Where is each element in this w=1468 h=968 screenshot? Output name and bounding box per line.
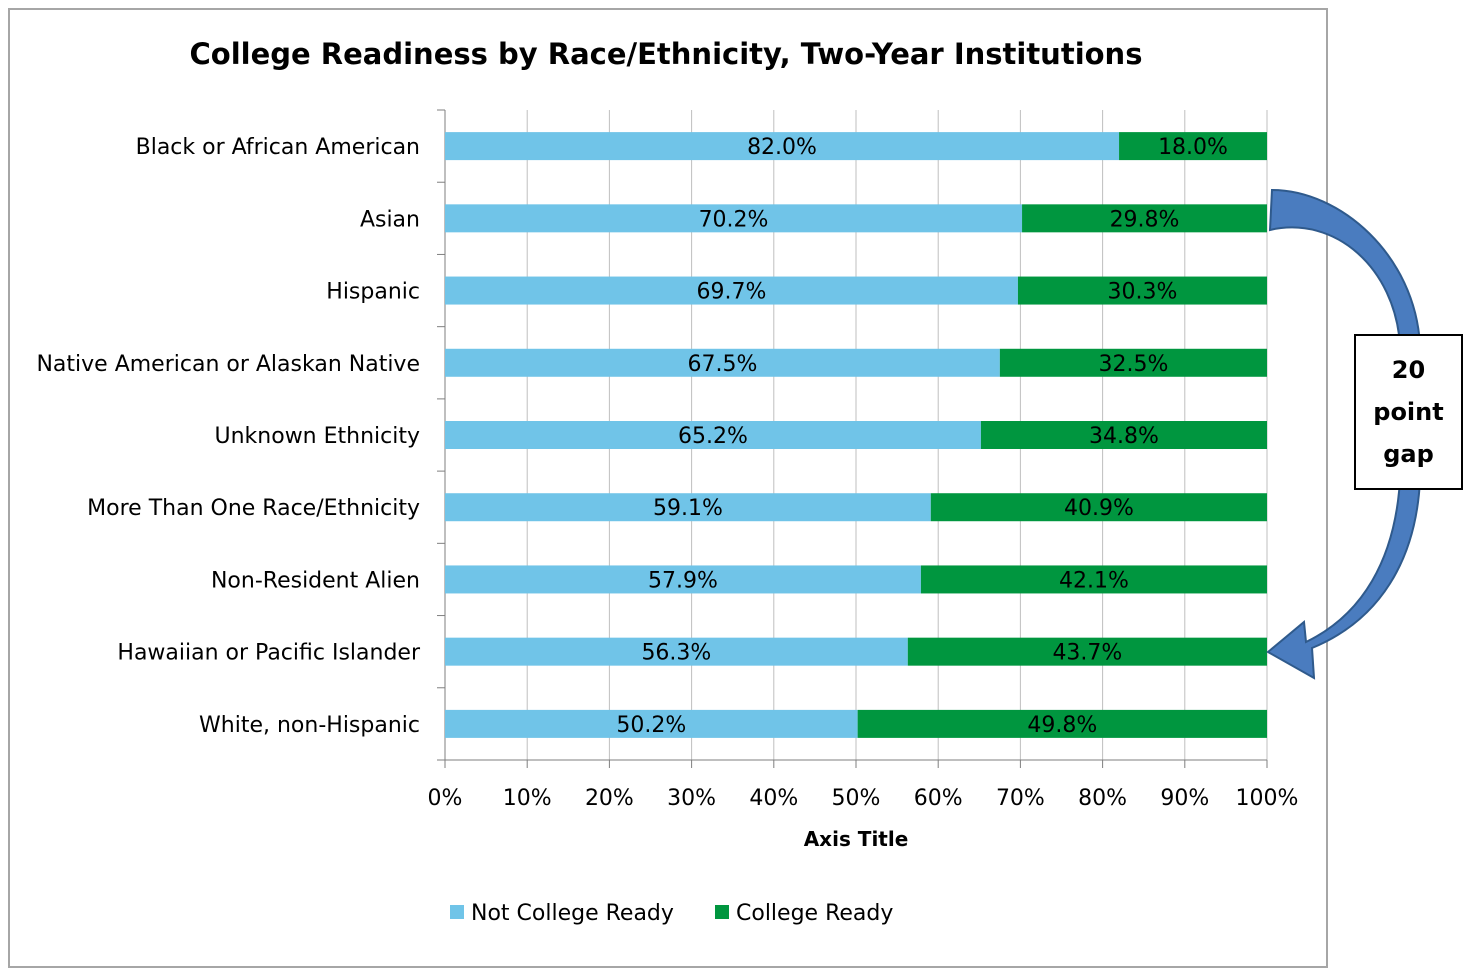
bar-data-label: 32.5% [1098,352,1168,377]
bar-data-label: 65.2% [678,424,748,449]
category-label: Unknown Ethnicity [215,424,421,449]
bar-not-college-ready [445,132,1120,161]
x-tick-label: 90% [1160,786,1209,811]
x-tick-label: 80% [1078,786,1127,811]
x-tick-label: 100% [1236,786,1299,811]
bar-not-college-ready [445,493,931,522]
bar-not-college-ready [445,421,981,449]
bar-not-college-ready [445,565,921,594]
bar-college-ready [1017,276,1267,305]
bar-data-label: 34.8% [1089,424,1159,449]
x-tick-label: 10% [503,786,552,811]
x-tick-label: 30% [667,786,716,811]
chart-frame [8,8,1328,968]
gap-annotation-line: 20 [1391,356,1426,384]
legend-swatch-not-college-ready [450,905,464,919]
bar-college-ready [920,565,1267,594]
legend-label: Not College Ready [471,901,674,926]
legend-swatch-college-ready [715,905,729,919]
bar-data-label: 30.3% [1108,280,1178,305]
bar-data-label: 57.9% [648,568,718,593]
bar-data-label: 82.0% [747,135,817,160]
bar-college-ready [1022,204,1267,233]
bar-college-ready [907,637,1267,666]
x-tick-label: 50% [832,786,881,811]
bar-data-label: 67.5% [687,352,757,377]
x-axis-title: Axis Title [804,827,909,851]
bar-data-label: 49.8% [1027,713,1097,738]
bar-data-label: 69.7% [697,280,767,305]
category-labels: Black or African American Asian Hispanic Na… [36,135,420,738]
bar-data-label: 50.2% [616,713,686,738]
bar-not-college-ready [445,276,1018,305]
x-tick-label: 60% [914,786,963,811]
gap-annotation-line: point [1373,398,1444,426]
bar-college-ready [930,493,1267,522]
bar-not-college-ready [445,204,1023,233]
legend-label: College Ready [736,901,893,926]
category-label: Hawaiian or Pacific Islander [117,641,421,666]
category-label: Native American or Alaskan Native [36,352,420,377]
gap-annotation-box: 20 point gap [1354,334,1463,490]
chart-svg: College Readiness by Race/Ethnicity, Two… [36,37,1421,926]
x-tick-label: 0% [428,786,463,811]
x-tick-label: 70% [996,786,1045,811]
bar-data-label: 42.1% [1059,568,1129,593]
category-label: Non-Resident Alien [211,568,420,593]
x-tick-label: 20% [585,786,634,811]
legend: Not College Ready College Ready [450,901,893,926]
bar-not-college-ready [445,709,858,738]
category-label: Asian [360,207,420,232]
bars-layer: 82.0% 18.0% 70.2% 29.8% 69.7% 30.3% 67.5% 32.5%… [445,132,1267,738]
bar-college-ready [1119,132,1267,161]
bar-college-ready [980,421,1267,449]
bar-not-college-ready [445,637,908,666]
gap-arrow-icon [1266,188,1421,680]
bar-college-ready [999,348,1267,377]
chart-title: College Readiness by Race/Ethnicity, Two… [190,37,1143,71]
bar-data-label: 70.2% [699,207,769,232]
bar-data-label: 56.3% [641,641,711,666]
x-tick-labels: 0% 10% 20% 30% 40% 50% 60% 70% 80% 90% 100% [428,786,1299,811]
x-tick-label: 40% [749,786,798,811]
category-label: Hispanic [326,280,420,305]
category-label: More Than One Race/Ethnicity [87,496,420,521]
bar-data-label: 40.9% [1064,496,1134,521]
category-label: White, non-Hispanic [199,713,420,738]
bar-data-label: 29.8% [1110,207,1180,232]
bar-college-ready [857,709,1267,738]
bar-data-label: 59.1% [653,496,723,521]
bar-data-label: 43.7% [1052,641,1122,666]
gap-annotation-line: gap [1383,440,1434,468]
category-label: Black or African American [136,135,420,160]
bar-data-label: 18.0% [1158,135,1228,160]
bar-not-college-ready [445,348,1000,377]
